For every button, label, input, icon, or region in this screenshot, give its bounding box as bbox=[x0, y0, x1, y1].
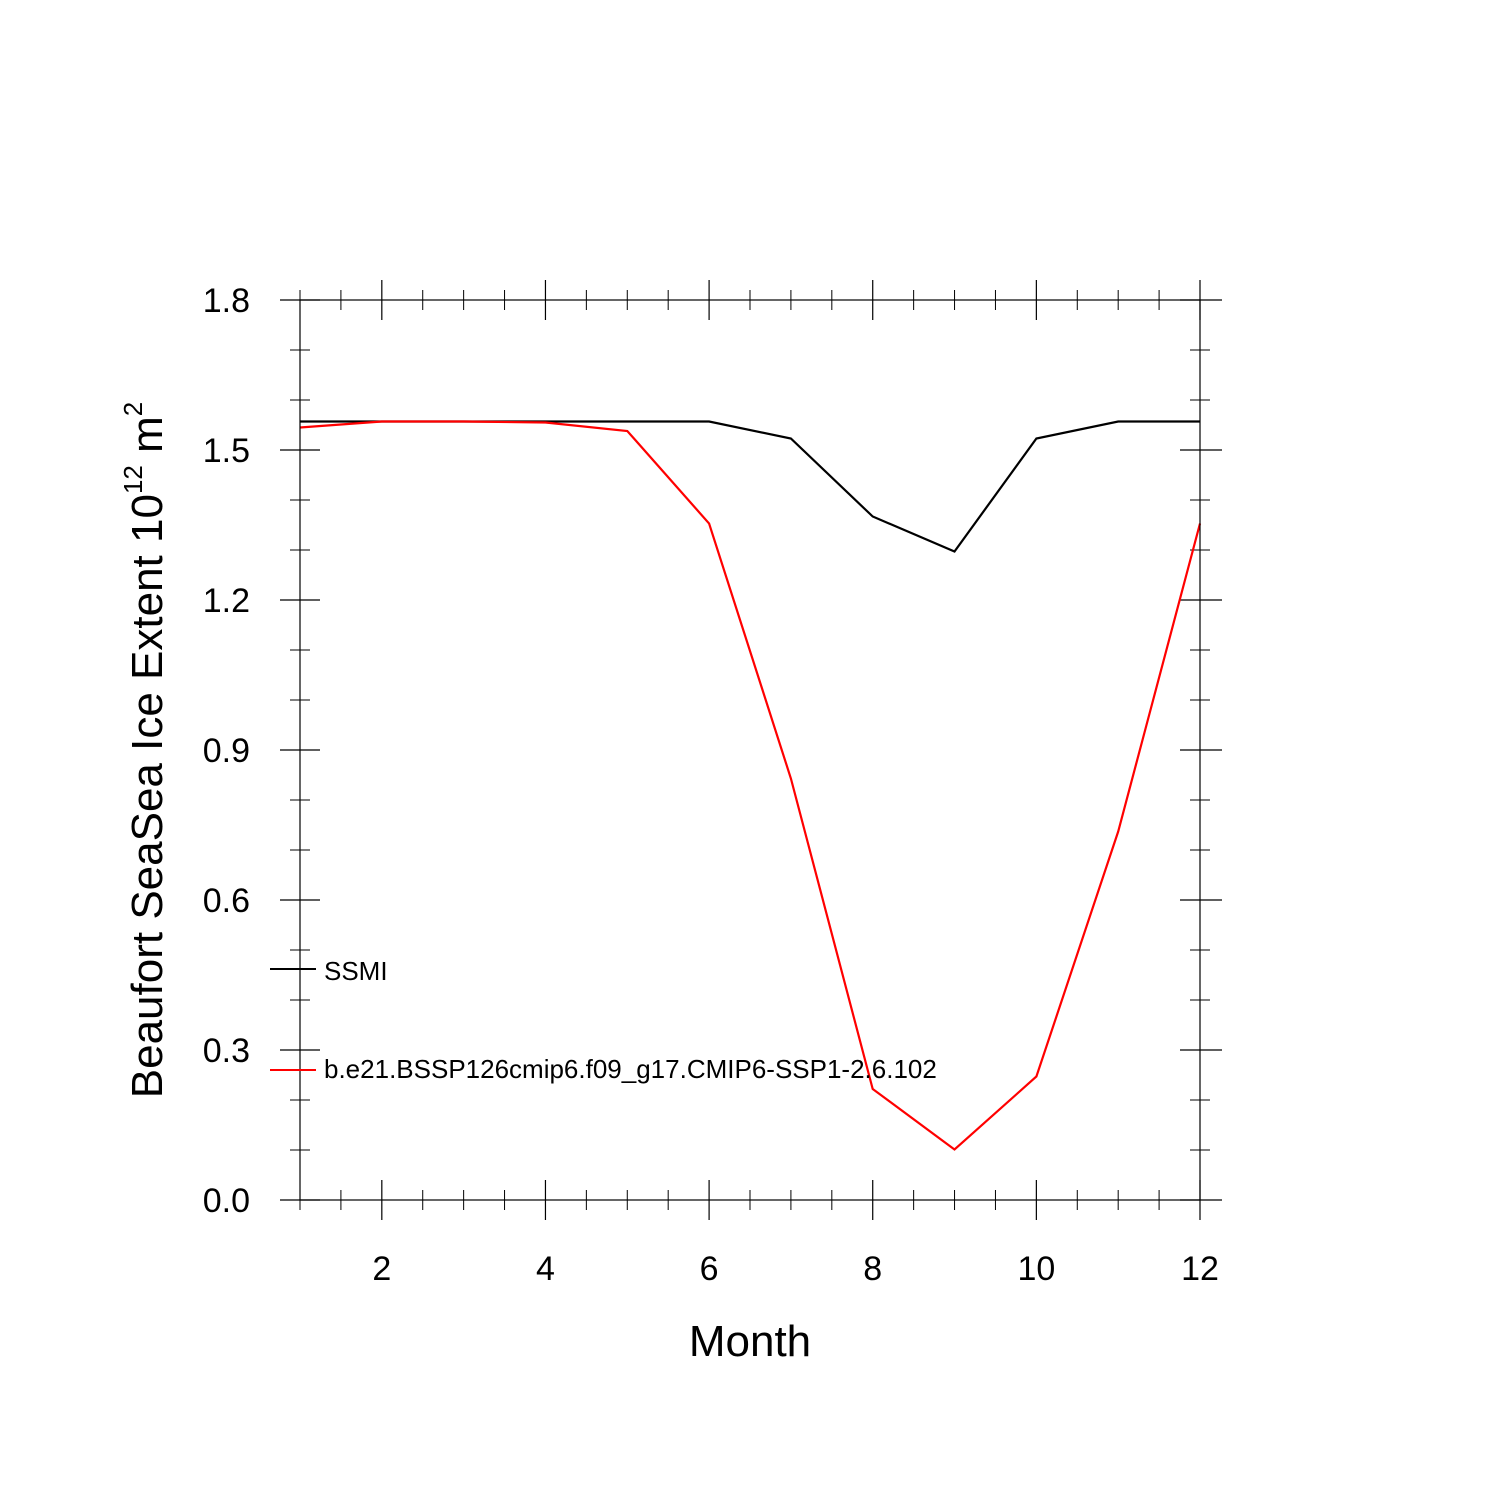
y-axis-label-text: Beaufort SeaSea Ice Extent 10 bbox=[123, 494, 172, 1098]
y-tick-label: 1.2 bbox=[203, 582, 250, 620]
y-axis-label: Beaufort SeaSea Ice Extent 1012 m2 bbox=[118, 402, 172, 1098]
legend: SSMI b.e21.BSSP126cmip6.f09_g17.CMIP6-SS… bbox=[270, 956, 937, 1084]
x-axis-label: Month bbox=[689, 1317, 811, 1366]
series-line-0 bbox=[300, 420, 1200, 553]
tick-labels: 2 4 6 8 10 12 0.0 0.3 0.6 0.9 1.2 1.5 1.8 bbox=[203, 282, 1219, 1288]
x-tick-label: 8 bbox=[863, 1250, 882, 1288]
y-tick-label: 0.0 bbox=[203, 1182, 250, 1220]
x-tick-label: 12 bbox=[1181, 1250, 1219, 1288]
x-tick-label: 10 bbox=[1017, 1250, 1055, 1288]
y-tick-label: 0.3 bbox=[203, 1032, 250, 1070]
y-tick-label: 0.9 bbox=[203, 732, 250, 770]
x-tick-label: 2 bbox=[372, 1250, 391, 1288]
series-line-1 bbox=[299, 420, 1202, 1151]
x-tick-label: 4 bbox=[536, 1250, 555, 1288]
plot-frame bbox=[299, 299, 1201, 1201]
y-tick-label: 0.6 bbox=[203, 882, 250, 920]
y-axis-label-unit-exponent: 2 bbox=[118, 402, 148, 416]
y-tick-label: 1.5 bbox=[203, 432, 250, 470]
legend-label-ssmi: SSMI bbox=[324, 956, 388, 986]
y-tick-label: 1.8 bbox=[203, 282, 250, 320]
y-axis-label-exponent: 12 bbox=[118, 465, 148, 494]
legend-label-model: b.e21.BSSP126cmip6.f09_g17.CMIP6-SSP1-2.… bbox=[324, 1054, 937, 1084]
y-axis-label-unit: m bbox=[123, 416, 172, 465]
x-tick-label: 6 bbox=[700, 1250, 719, 1288]
series-layer bbox=[299, 420, 1202, 1151]
